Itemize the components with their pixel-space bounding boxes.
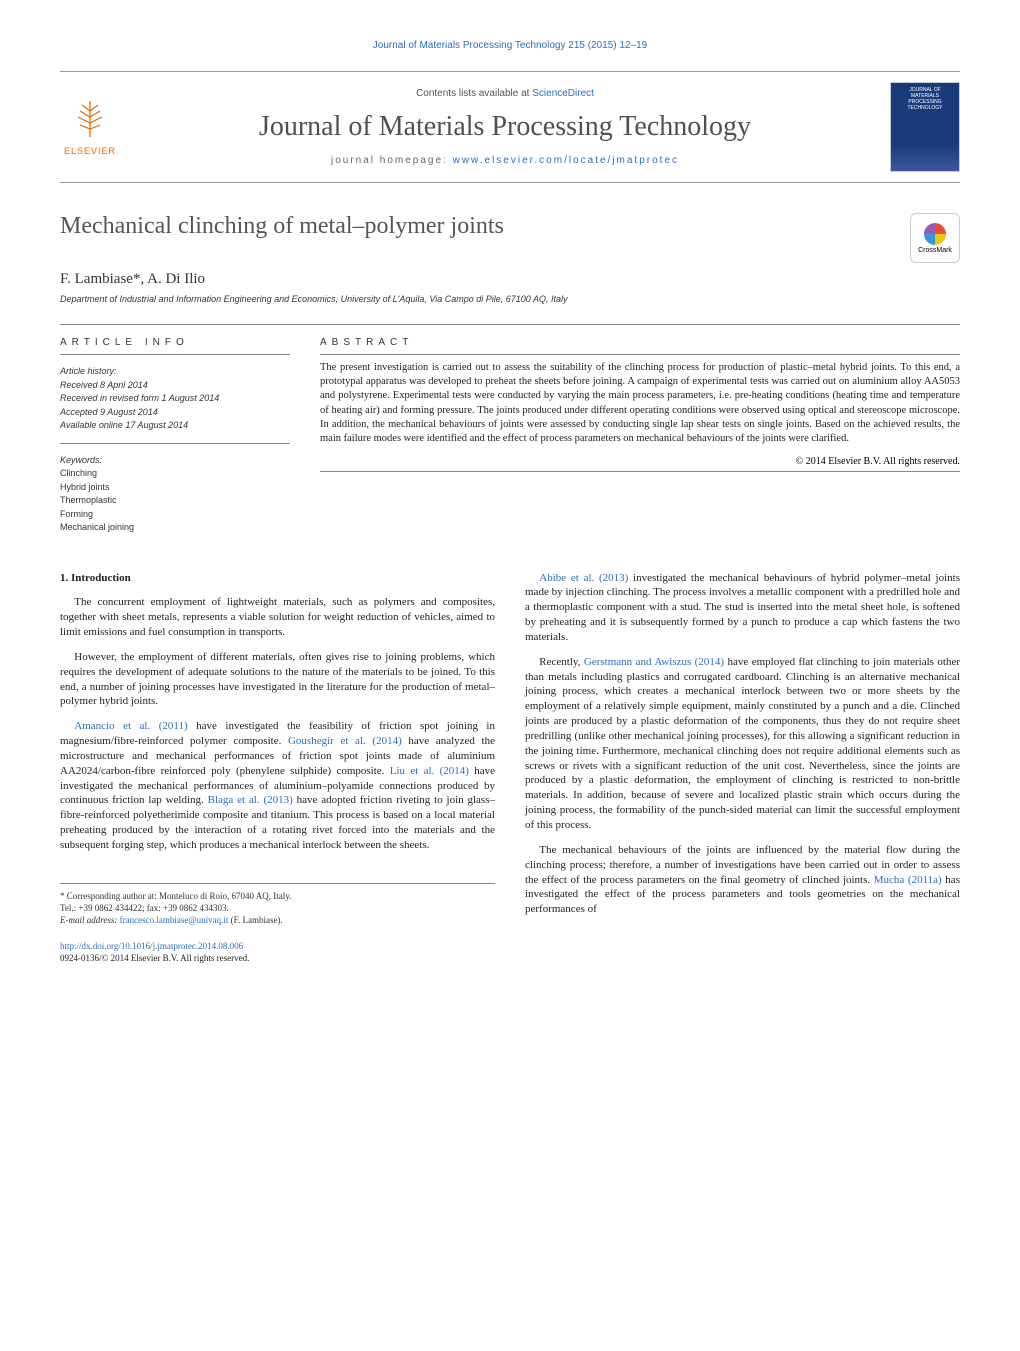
affiliation-line: Department of Industrial and Information… (60, 294, 960, 304)
journal-masthead: ELSEVIER Contents lists available at Sci… (60, 71, 960, 183)
keyword: Hybrid joints (60, 481, 290, 495)
section-number: 1. (60, 572, 68, 584)
article-history-block: Article history: Received 8 April 2014 R… (60, 359, 290, 439)
email-paren: (F. Lambiase). (228, 915, 282, 925)
citation-header: Journal of Materials Processing Technolo… (60, 40, 960, 51)
body-paragraph: Abibe et al. (2013) investigated the mec… (525, 571, 960, 645)
divider (60, 443, 290, 444)
issn-copyright: 0924-0136/© 2014 Elsevier B.V. All right… (60, 952, 495, 964)
article-header: Mechanical clinching of metal–polymer jo… (60, 213, 960, 263)
divider (320, 471, 960, 472)
section-heading: 1. Introduction (60, 571, 495, 586)
divider (320, 354, 960, 355)
divider (60, 354, 290, 355)
journal-cover-thumbnail: JOURNAL OF MATERIALS PROCESSING TECHNOLO… (890, 82, 960, 172)
crossmark-label: CrossMark (918, 247, 952, 254)
section-title: Introduction (71, 572, 131, 584)
body-paragraph: The concurrent employment of lightweight… (60, 595, 495, 640)
tel-fax: Tel.: +39 0862 434422; fax: +39 0862 434… (60, 902, 495, 914)
right-column: Abibe et al. (2013) investigated the mec… (525, 571, 960, 965)
divider (60, 324, 960, 325)
corresponding-author: * Corresponding author at: Monteluco di … (60, 890, 495, 902)
history-item: Available online 17 August 2014 (60, 419, 290, 433)
body-two-columns: 1. Introduction The concurrent employmen… (60, 571, 960, 965)
body-paragraph: The mechanical behaviours of the joints … (525, 843, 960, 917)
left-column: 1. Introduction The concurrent employmen… (60, 571, 495, 965)
elsevier-tree-icon (72, 99, 108, 146)
abstract-heading: ABSTRACT (320, 337, 960, 348)
authors-line: F. Lambiase*, A. Di Ilio (60, 271, 960, 288)
email-label: E-mail address: (60, 915, 120, 925)
homepage-link[interactable]: www.elsevier.com/locate/jmatprotec (453, 155, 679, 166)
email-line: E-mail address: francesco.lambiase@univa… (60, 914, 495, 926)
homepage-label: journal homepage: (331, 155, 453, 166)
article-info-column: ARTICLE INFO Article history: Received 8… (60, 337, 290, 541)
article-info-heading: ARTICLE INFO (60, 337, 290, 348)
email-link[interactable]: francesco.lambiase@univaq.it (120, 915, 229, 925)
keyword: Thermoplastic (60, 494, 290, 508)
crossmark-badge[interactable]: CrossMark (910, 213, 960, 263)
keyword: Mechanical joining (60, 521, 290, 535)
doi-link[interactable]: http://dx.doi.org/10.1016/j.jmatprotec.2… (60, 941, 243, 951)
history-label: Article history: (60, 365, 290, 379)
doi-block: http://dx.doi.org/10.1016/j.jmatprotec.2… (60, 940, 495, 964)
keyword: Forming (60, 508, 290, 522)
article-title: Mechanical clinching of metal–polymer jo… (60, 213, 504, 240)
body-paragraph: Recently, Gerstmann and Awiszus (2014) h… (525, 655, 960, 833)
keywords-label: Keywords: (60, 454, 290, 468)
abstract-text: The present investigation is carried out… (320, 361, 960, 446)
info-abstract-row: ARTICLE INFO Article history: Received 8… (60, 337, 960, 541)
elsevier-logo: ELSEVIER (60, 92, 120, 162)
history-item: Received 8 April 2014 (60, 379, 290, 393)
body-paragraph: Amancio et al. (2011) have investigated … (60, 719, 495, 853)
journal-title-block: Contents lists available at ScienceDirec… (120, 88, 890, 166)
abstract-column: ABSTRACT The present investigation is ca… (320, 337, 960, 541)
body-paragraph: However, the employment of different mat… (60, 650, 495, 709)
history-item: Received in revised form 1 August 2014 (60, 392, 290, 406)
sciencedirect-link[interactable]: ScienceDirect (532, 88, 594, 99)
history-item: Accepted 9 August 2014 (60, 406, 290, 420)
crossmark-icon (924, 223, 946, 245)
journal-name: Journal of Materials Processing Technolo… (120, 111, 890, 143)
journal-homepage-line: journal homepage: www.elsevier.com/locat… (120, 155, 890, 166)
elsevier-label: ELSEVIER (64, 146, 116, 156)
contents-available-line: Contents lists available at ScienceDirec… (120, 88, 890, 99)
keyword: Clinching (60, 467, 290, 481)
keywords-block: Keywords: Clinching Hybrid joints Thermo… (60, 448, 290, 541)
abstract-copyright: © 2014 Elsevier B.V. All rights reserved… (320, 456, 960, 467)
contents-label: Contents lists available at (416, 88, 532, 99)
footnotes: * Corresponding author at: Monteluco di … (60, 883, 495, 926)
